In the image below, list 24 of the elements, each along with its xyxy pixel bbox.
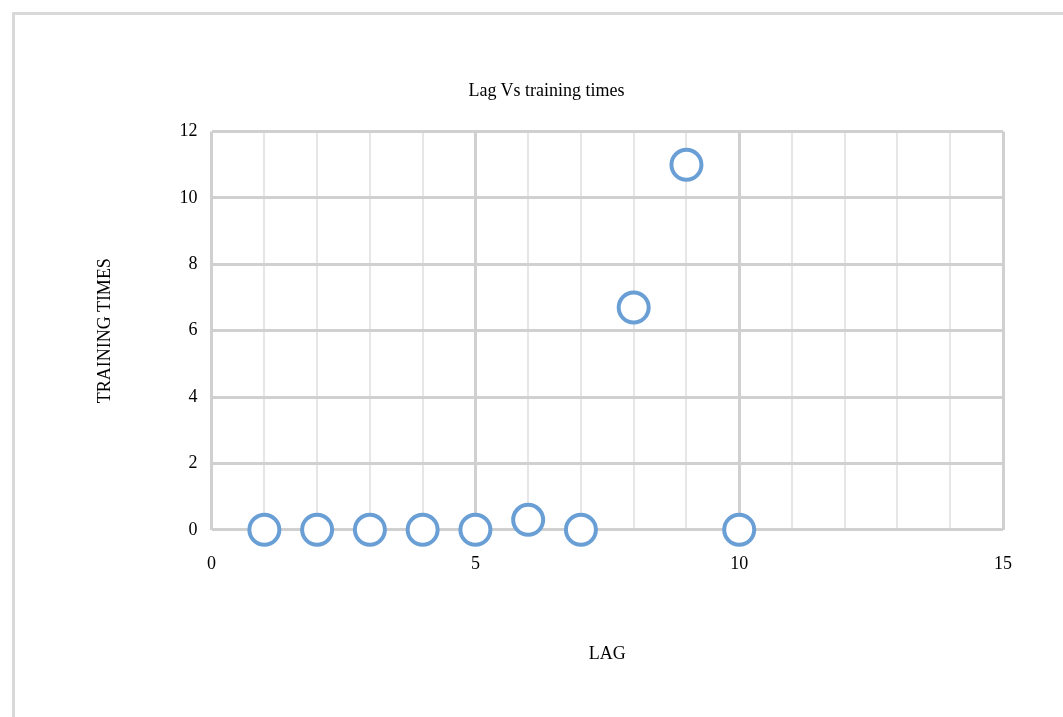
point [511, 502, 546, 537]
point [405, 512, 440, 547]
point [300, 512, 335, 547]
point [669, 147, 704, 182]
y-tick-label: 4 [188, 385, 198, 406]
x-tick-label: 15 [994, 553, 1012, 574]
y-tick-label: 6 [188, 319, 198, 340]
point [722, 512, 757, 547]
y-tick-label: 2 [188, 452, 198, 473]
point [247, 512, 282, 547]
point [616, 290, 651, 325]
point [352, 512, 387, 547]
x-axis-title: LAG [588, 642, 626, 663]
x-tick-label: 5 [470, 553, 480, 574]
chart-title: Lag Vs training times [468, 79, 625, 100]
x-tick-label: 10 [730, 553, 749, 574]
y-tick-label: 10 [179, 186, 198, 207]
y-tick-label: 12 [179, 120, 198, 141]
y-tick-label: 0 [188, 518, 198, 539]
x-tick-label: 0 [207, 553, 217, 574]
y-tick-label: 8 [188, 253, 198, 274]
y-axis-title: TRAINING TIMES [93, 258, 114, 404]
point [563, 512, 598, 547]
point [458, 512, 493, 547]
